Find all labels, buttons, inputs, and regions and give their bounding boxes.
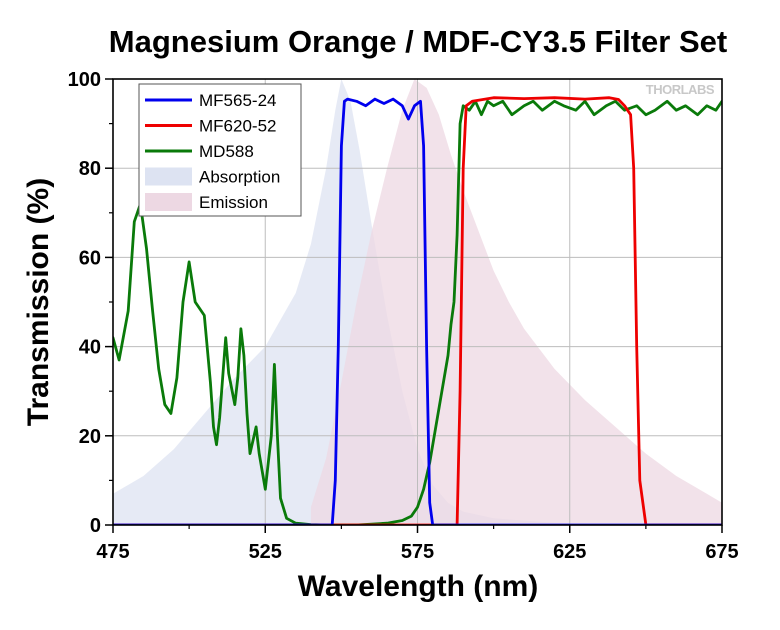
x-tick-label-3: 625 <box>553 541 586 563</box>
x-tick-label-1: 525 <box>249 541 282 563</box>
y-tick-label-4: 80 <box>79 158 101 180</box>
axis-ticks <box>105 78 723 533</box>
y-tick-label-2: 40 <box>79 337 101 359</box>
chart-title: Magnesium Orange / MDF-CY3.5 Filter Set <box>109 24 727 59</box>
series-emission-area <box>310 79 722 525</box>
x-tick-label-0: 475 <box>96 541 129 563</box>
x-tick-label-4: 675 <box>705 541 738 563</box>
x-tick-label-2: 575 <box>401 541 434 563</box>
series-mf565-24-line <box>113 97 722 525</box>
x-tick-labels: 475 525 575 625 675 <box>96 541 738 563</box>
y-axis-label: Transmission (%) <box>22 178 55 426</box>
y-tick-label-3: 60 <box>79 247 101 269</box>
legend: MF565-24 MF620-52 MD588 Absorption Emission <box>138 83 302 217</box>
line-series-layer <box>113 96 722 525</box>
legend-label-md588: MD588 <box>199 142 254 161</box>
legend-label-absorption: Absorption <box>199 168 280 187</box>
legend-label-emission: Emission <box>199 193 268 212</box>
y-tick-label-1: 20 <box>79 426 101 448</box>
y-tick-label-0: 0 <box>90 515 101 537</box>
x-axis-label: Wavelength (nm) <box>298 570 539 603</box>
series-md588-line <box>113 99 722 525</box>
legend-swatch-emission <box>145 193 192 211</box>
thorlabs-watermark: THORLABS <box>646 82 715 97</box>
y-tick-labels: 0 20 40 60 80 100 <box>68 69 101 537</box>
y-tick-label-5: 100 <box>68 69 101 91</box>
legend-swatch-absorption <box>145 167 192 186</box>
legend-label-mf620-52: MF620-52 <box>199 117 276 136</box>
series-mf620-52-line <box>113 96 722 525</box>
legend-label-mf565-24: MF565-24 <box>199 91 276 110</box>
